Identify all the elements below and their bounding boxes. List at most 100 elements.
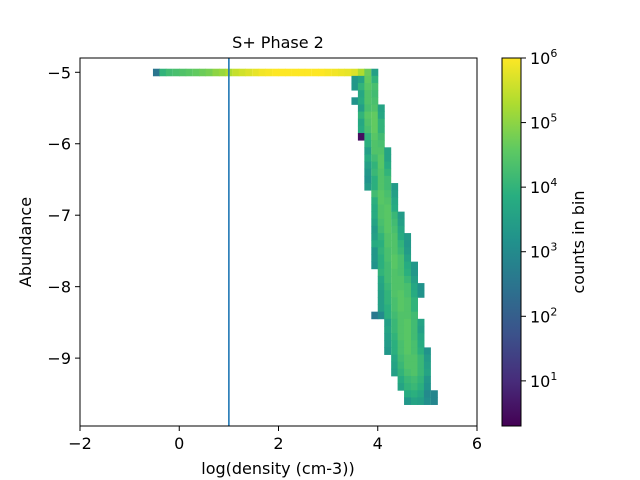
heatmap-cell <box>391 283 399 291</box>
heatmap-cell <box>377 261 385 270</box>
heatmap-cell <box>384 283 392 291</box>
heatmap-cell <box>423 354 431 363</box>
heatmap-cell <box>298 68 306 77</box>
heatmap-cell <box>423 375 431 384</box>
heatmap-cell <box>371 83 379 91</box>
heatmap-cell <box>397 240 405 248</box>
heatmap-cell <box>423 390 431 398</box>
heatmap-cell <box>391 361 399 370</box>
x-axis-ticks: −2 0 2 4 6 <box>68 426 482 453</box>
heatmap-cell <box>265 68 273 77</box>
heatmap-cell <box>397 225 405 234</box>
heatmap-cell <box>384 318 392 327</box>
heatmap-cell <box>377 311 385 320</box>
heatmap-cell <box>384 268 392 277</box>
colorbar-tick-label: 101 <box>530 370 557 391</box>
heatmap-cell <box>417 283 425 291</box>
heatmap-cell <box>404 268 412 277</box>
heatmap-cell <box>391 340 399 348</box>
heatmap-cell <box>377 168 385 177</box>
heatmap-cell <box>364 83 372 91</box>
heatmap-cell <box>371 118 379 127</box>
heatmap-cell <box>318 68 326 77</box>
heatmap-cell <box>404 361 412 370</box>
heatmap-cell <box>364 133 372 141</box>
heatmap-cell <box>397 311 405 320</box>
colorbar-tick-label: 106 <box>530 47 557 68</box>
colorbar-label: counts in bin <box>569 191 588 294</box>
heatmap-cell <box>391 268 399 277</box>
heatmap-cell <box>377 104 385 112</box>
heatmap-cell <box>364 90 372 98</box>
x-tick-label: 6 <box>472 434 482 453</box>
heatmap-cell <box>384 204 392 213</box>
heatmap-cell <box>404 254 412 263</box>
heatmap-cell <box>384 175 392 184</box>
heatmap-cell <box>404 247 412 255</box>
heatmap-cell <box>371 97 379 105</box>
colorbar-tick-label: 105 <box>530 112 557 133</box>
heatmap-cell <box>371 247 379 255</box>
heatmap-cell <box>411 275 418 284</box>
heatmap-cell <box>371 261 379 270</box>
heatmap-cell <box>192 68 200 77</box>
heatmap-cell <box>391 218 399 227</box>
heatmap-cell <box>411 361 418 370</box>
heatmap-cell <box>397 318 405 327</box>
heatmap-cell <box>397 211 405 220</box>
heatmap-cell <box>304 68 312 77</box>
heatmap-cell <box>404 325 412 334</box>
heatmap-cell <box>411 325 418 334</box>
heatmap-cell <box>377 154 385 163</box>
heatmap-cell <box>377 204 385 213</box>
heatmap-cell <box>404 375 412 384</box>
heatmap-cell <box>384 240 392 248</box>
heatmap-cell <box>417 361 425 370</box>
heatmap-cell <box>377 290 385 298</box>
heatmap-cell <box>417 397 425 405</box>
heatmap-cell <box>397 247 405 255</box>
heatmap-cell <box>384 190 392 198</box>
heatmap-cell <box>371 204 379 213</box>
heatmap-cell <box>397 333 405 341</box>
heatmap-cell <box>391 333 399 341</box>
heatmap-cell <box>364 161 372 170</box>
heatmap-cell <box>404 275 412 284</box>
heatmap-cell <box>371 168 379 177</box>
heatmap-cell <box>185 68 193 77</box>
heatmap-cell <box>371 175 379 184</box>
heatmap-cell <box>404 318 412 327</box>
colorbar-tick-label: 103 <box>530 241 557 262</box>
heatmap-cell <box>364 75 372 84</box>
heatmap-cell <box>391 368 399 377</box>
heatmap-cell <box>411 283 418 291</box>
x-tick-label: 0 <box>174 434 184 453</box>
heatmap-cell <box>364 154 372 163</box>
heatmap-cell <box>384 168 392 177</box>
colorbar-ticks: 101 102 103 104 105 106 <box>521 47 557 391</box>
heatmap-cell <box>391 211 399 220</box>
heatmap-cell <box>411 375 418 384</box>
heatmap-cell <box>384 211 392 220</box>
heatmap-cell <box>371 183 379 191</box>
heatmap-cell <box>430 390 438 398</box>
heatmap-cell <box>397 375 405 384</box>
heatmap-cell <box>371 197 379 205</box>
colorbar: 101 102 103 104 105 106 counts in bin <box>501 47 588 427</box>
heatmap-cell <box>404 340 412 348</box>
heatmap-cell <box>397 297 405 305</box>
heatmap-cell <box>397 383 405 391</box>
heatmap-cell <box>417 375 425 384</box>
heatmap-cell <box>397 368 405 377</box>
heatmap-cell <box>417 354 425 363</box>
heatmap-cell <box>291 68 299 77</box>
heatmap-cell <box>384 311 392 320</box>
heatmap-cell <box>351 83 359 91</box>
heatmap-cell <box>371 161 379 170</box>
heatmap-cell <box>364 175 372 184</box>
heatmap-cell <box>397 290 405 298</box>
heatmap-cell <box>371 225 379 234</box>
heatmap-cell <box>391 183 399 191</box>
heatmap-cell <box>377 183 385 191</box>
